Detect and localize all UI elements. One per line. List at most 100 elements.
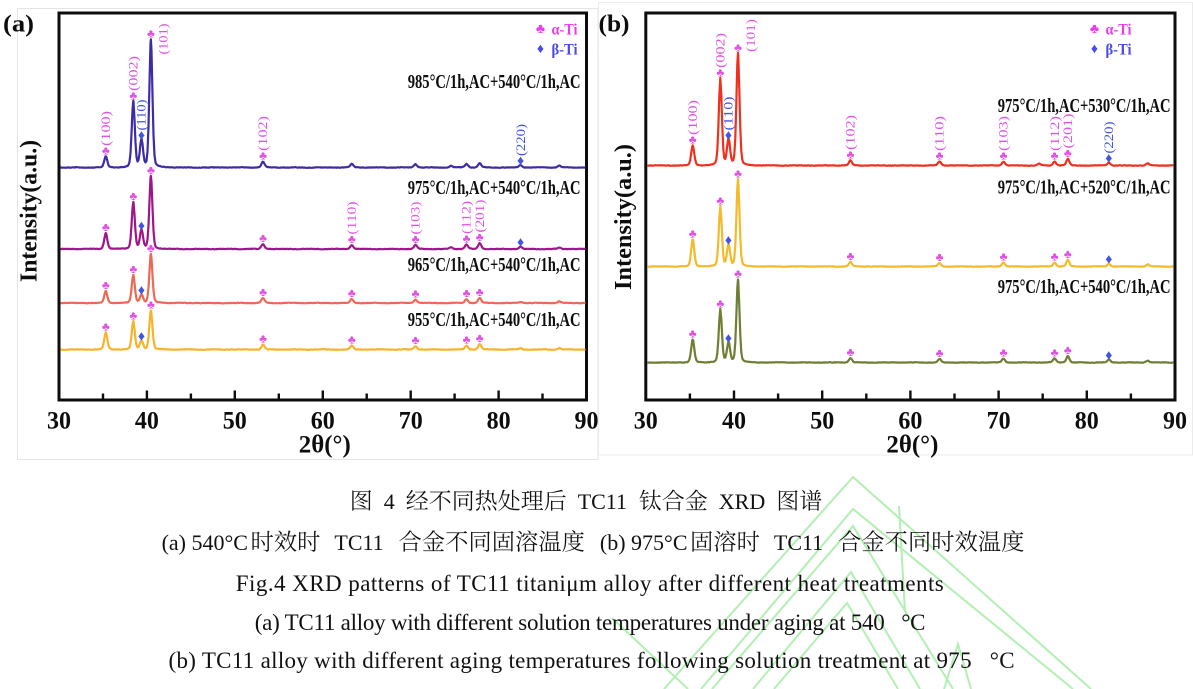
svg-text:TC11: TC11	[334, 530, 383, 555]
svg-text:♣: ♣	[412, 232, 420, 246]
svg-text:(a) TC11 alloy with different: (a) TC11 alloy with different solution t…	[255, 610, 926, 635]
svg-text:♣: ♣	[147, 297, 155, 311]
svg-text:♣: ♣	[689, 326, 697, 340]
svg-text:♣: ♣	[1064, 247, 1072, 261]
svg-text:♦: ♦	[725, 234, 732, 249]
svg-text:(002): (002)	[713, 33, 728, 68]
svg-text:(b) TC11 alloy with different: (b) TC11 alloy with different aging temp…	[168, 648, 1014, 673]
svg-text:♣: ♣	[129, 88, 137, 102]
svg-text:(102): (102)	[255, 116, 270, 151]
svg-text:♣: ♣	[716, 296, 724, 310]
svg-text:2θ(°): 2θ(°)	[886, 432, 938, 459]
svg-text:♣: ♣	[536, 22, 545, 37]
svg-text:♣: ♣	[734, 40, 742, 54]
svg-text:(101): (101)	[743, 19, 758, 52]
svg-text:(100): (100)	[685, 100, 700, 135]
svg-text:40: 40	[135, 408, 159, 435]
svg-text:70: 70	[987, 408, 1011, 435]
svg-text:♦: ♦	[1105, 253, 1112, 268]
svg-text:♣: ♣	[1051, 148, 1059, 162]
svg-text:(201): (201)	[1060, 114, 1075, 149]
svg-text:♣: ♣	[689, 226, 697, 240]
svg-text:(a): (a)	[3, 12, 34, 38]
svg-text:♦: ♦	[1091, 42, 1098, 57]
svg-text:♣: ♣	[348, 232, 356, 246]
svg-text:♦: ♦	[517, 154, 524, 169]
svg-text:♣: ♣	[936, 148, 944, 162]
svg-text:♣: ♣	[1051, 345, 1059, 359]
svg-text:♣: ♣	[463, 286, 471, 300]
svg-text:(002): (002)	[126, 56, 141, 91]
svg-text:♦: ♦	[725, 332, 732, 347]
svg-text:♦: ♦	[517, 236, 524, 251]
svg-text:♣: ♣	[1064, 146, 1072, 160]
svg-text:(110): (110)	[721, 97, 736, 131]
svg-text:975°C/1h,AC+530°C/1h,AC: 975°C/1h,AC+530°C/1h,AC	[998, 94, 1171, 117]
svg-text:♣: ♣	[348, 332, 356, 346]
svg-text:(100): (100)	[98, 111, 113, 146]
svg-text:955°C/1h,AC+540°C/1h,AC: 955°C/1h,AC+540°C/1h,AC	[408, 308, 581, 331]
svg-text:♣: ♣	[476, 285, 484, 299]
svg-text:90: 90	[1163, 408, 1187, 435]
svg-text:♦: ♦	[537, 42, 544, 57]
svg-text:♦: ♦	[138, 129, 145, 144]
svg-text:(102): (102)	[843, 115, 858, 150]
svg-text:♣: ♣	[476, 230, 484, 244]
svg-text:(101): (101)	[155, 23, 170, 54]
svg-text:♣: ♣	[129, 189, 137, 203]
svg-text:(103): (103)	[996, 116, 1011, 151]
svg-text:965°C/1h,AC+540°C/1h,AC: 965°C/1h,AC+540°C/1h,AC	[408, 253, 581, 276]
svg-text:♣: ♣	[476, 331, 484, 345]
svg-text:(112): (112)	[459, 201, 474, 234]
svg-text:(110): (110)	[134, 100, 149, 131]
svg-text:♣: ♣	[412, 333, 420, 347]
svg-text:♣: ♣	[147, 163, 155, 177]
svg-text:975°C/1h,AC+540°C/1h,AC: 975°C/1h,AC+540°C/1h,AC	[408, 176, 581, 199]
svg-text:2θ(°): 2θ(°)	[299, 432, 351, 459]
svg-text:4: 4	[384, 489, 395, 514]
svg-text:(103): (103)	[408, 202, 423, 235]
svg-text:♣: ♣	[689, 132, 697, 146]
svg-text:(220): (220)	[513, 124, 528, 156]
svg-text:60: 60	[898, 408, 922, 435]
svg-text:♣: ♣	[147, 241, 155, 255]
svg-text:♣: ♣	[147, 26, 155, 40]
svg-text:Intensity(a.u.): Intensity(a.u.)	[611, 144, 637, 290]
svg-text:(110): (110)	[344, 202, 359, 235]
svg-text:♦: ♦	[138, 330, 145, 345]
svg-text:♣: ♣	[259, 148, 267, 162]
svg-text:♣: ♣	[259, 285, 267, 299]
svg-text:(201): (201)	[472, 200, 487, 233]
svg-text:Fig.4 XRD patterns of TC11 tit: Fig.4 XRD patterns of TC11 titaniμm allo…	[236, 571, 944, 596]
svg-text:(112): (112)	[1047, 116, 1062, 151]
svg-text:♣: ♣	[102, 278, 110, 292]
svg-text:♣: ♣	[1051, 249, 1059, 263]
svg-text:α-Ti: α-Ti	[1106, 22, 1132, 39]
svg-text:♣: ♣	[102, 319, 110, 333]
svg-text:♣: ♣	[1090, 22, 1099, 37]
svg-text:♦: ♦	[1105, 349, 1112, 364]
svg-text:♦: ♦	[138, 284, 145, 299]
svg-text:TC11: TC11	[578, 489, 627, 514]
svg-text:♣: ♣	[412, 286, 420, 300]
svg-text:♣: ♣	[846, 147, 854, 161]
svg-text:(110): (110)	[932, 116, 947, 151]
svg-text:♣: ♣	[1000, 148, 1008, 162]
svg-text:90: 90	[575, 408, 599, 435]
svg-text:♦: ♦	[725, 129, 732, 144]
svg-text:♣: ♣	[348, 286, 356, 300]
svg-text:♣: ♣	[846, 249, 854, 263]
svg-text:♣: ♣	[734, 166, 742, 180]
svg-text:♣: ♣	[129, 262, 137, 276]
svg-text:♣: ♣	[1000, 249, 1008, 263]
svg-text:♣: ♣	[716, 65, 724, 79]
svg-text:♣: ♣	[1000, 345, 1008, 359]
svg-text:♣: ♣	[259, 331, 267, 345]
svg-text:(b) 975°C: (b) 975°C	[600, 530, 688, 555]
svg-text:β-Ti: β-Ti	[1106, 42, 1132, 59]
svg-text:50: 50	[223, 408, 247, 435]
svg-text:40: 40	[722, 408, 746, 435]
svg-text:α-Ti: α-Ti	[552, 22, 578, 39]
svg-text:(a) 540°C: (a) 540°C	[162, 530, 248, 555]
svg-text:80: 80	[487, 408, 511, 435]
